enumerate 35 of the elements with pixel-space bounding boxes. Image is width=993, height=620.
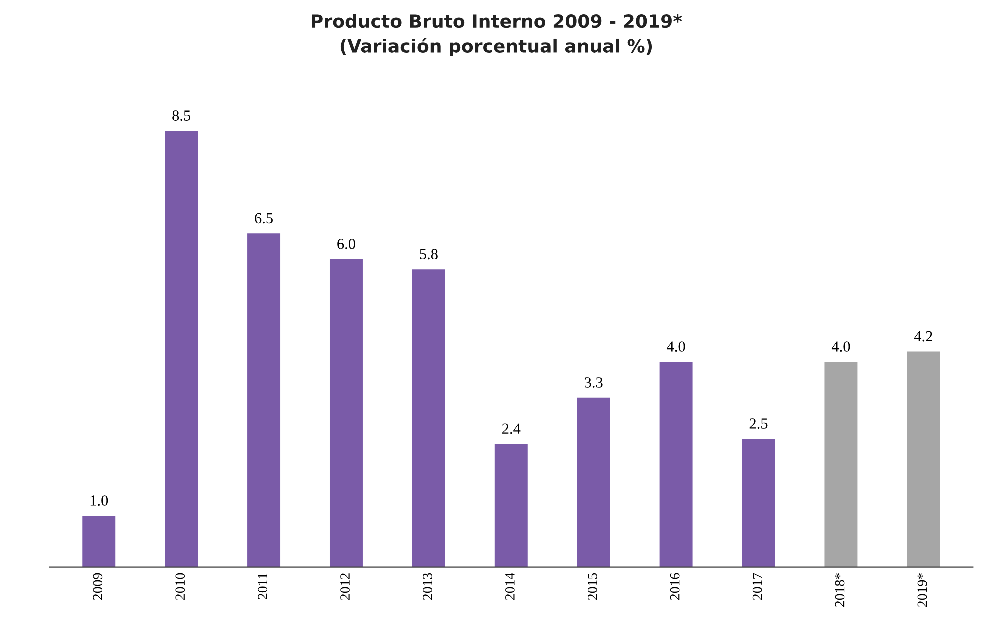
data-label: 4.2 bbox=[914, 331, 932, 342]
x-tick-label: 2013 bbox=[423, 573, 432, 600]
x-tick-label: 2010 bbox=[176, 573, 186, 600]
x-tick-label: 2016 bbox=[670, 573, 680, 600]
data-label: 4.0 bbox=[832, 342, 850, 352]
data-label: 2.4 bbox=[502, 424, 521, 434]
bar bbox=[330, 259, 363, 568]
x-tick-label: 2011 bbox=[258, 574, 268, 600]
data-label: 3.3 bbox=[585, 378, 603, 388]
x-tick-label: 2019* bbox=[918, 574, 928, 607]
x-tick-label: 2009 bbox=[93, 573, 103, 600]
bar bbox=[82, 516, 116, 568]
chart-title: Producto Bruto Interno 2009 - 2019* bbox=[312, 14, 682, 28]
x-tick-label: 2015 bbox=[588, 573, 598, 600]
data-label: 5.8 bbox=[420, 249, 438, 260]
x-tick-label: 2018* bbox=[835, 574, 845, 607]
data-label: 6.5 bbox=[255, 213, 273, 224]
bar bbox=[248, 234, 281, 568]
bar bbox=[494, 444, 528, 568]
data-label: 4.0 bbox=[667, 342, 686, 352]
bar bbox=[577, 398, 610, 568]
bar bbox=[412, 270, 446, 568]
x-tick-label: 2014 bbox=[506, 573, 515, 600]
data-label: 2.5 bbox=[750, 418, 768, 429]
bar bbox=[742, 438, 776, 568]
bar bbox=[660, 362, 693, 568]
bar bbox=[824, 362, 858, 568]
data-label: 8.5 bbox=[172, 110, 191, 122]
bar bbox=[907, 352, 940, 568]
bar bbox=[165, 131, 198, 568]
data-label: 6.0 bbox=[338, 238, 356, 250]
x-tick-label: 2012 bbox=[340, 574, 350, 600]
data-label: 1.0 bbox=[90, 496, 108, 506]
chart-subtitle: (Variación porcentual anual %) bbox=[340, 38, 652, 56]
x-tick-label: 2017 bbox=[752, 573, 762, 600]
